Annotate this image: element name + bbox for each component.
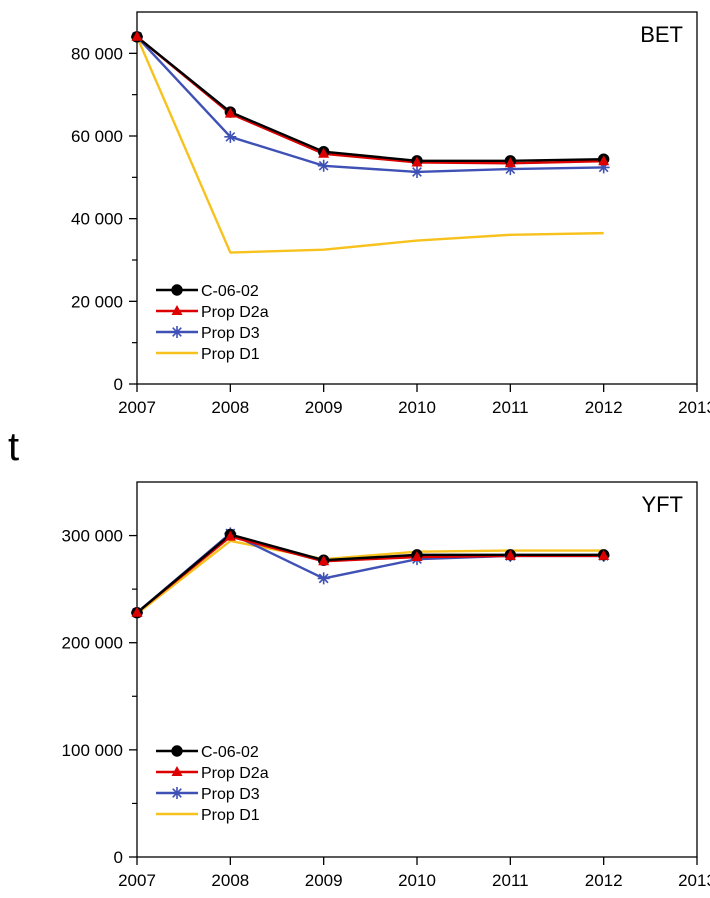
legend-entry: Prop D1 [201, 346, 260, 363]
data-point-prop-d2a [131, 606, 143, 617]
y-tick-label: 300 000 [62, 527, 123, 546]
y-tick-label: 60 000 [71, 127, 123, 146]
x-tick-label: 2009 [305, 871, 343, 890]
x-tick-label: 2007 [118, 871, 156, 890]
series-line-prop-d3 [136, 35, 604, 174]
series-line-prop-d1 [135, 36, 604, 254]
series-line-c-06-02 [136, 35, 604, 163]
data-point-prop-d2a [318, 555, 330, 566]
legend-marker [171, 284, 183, 296]
series-line-prop-d2a [136, 35, 604, 165]
series-line-prop-d1 [136, 539, 604, 615]
panel-label: BET [640, 22, 683, 47]
data-point-prop-d2a [224, 530, 236, 541]
bet-chart: 0 20 000 40 000 60 000 80 000 2007 2008 2009 201… [71, 11, 710, 417]
legend-entry: C-06-02 [201, 283, 259, 300]
unit-label: t [8, 425, 19, 469]
data-point-prop-d2a [411, 156, 423, 167]
data-point-prop-d3 [597, 161, 610, 174]
x-tick-label: 2008 [211, 398, 249, 417]
data-point-prop-d3 [317, 159, 330, 172]
series-line-prop-d2a [136, 535, 604, 614]
legend-marker [171, 787, 183, 799]
y-tick-label: 100 000 [62, 741, 123, 760]
legend-entry: Prop D3 [201, 325, 260, 342]
series-line-c-06-02 [136, 533, 604, 614]
data-point-prop-d2a [598, 155, 610, 166]
x-tick-label: 2007 [118, 398, 156, 417]
x-tick-label: 2012 [585, 398, 623, 417]
legend: C-06-02 Prop D2a Prop D3 Prop D1 [156, 744, 269, 824]
x-tick-label: 2013 [678, 871, 710, 890]
legend-marker [171, 745, 183, 757]
panel-label: YFT [641, 492, 683, 517]
x-tick-label: 2011 [492, 871, 529, 890]
data-point-prop-d2a [504, 157, 516, 168]
legend-entry: Prop D2a [201, 765, 269, 782]
legend: C-06-02 Prop D2a Prop D3 Prop D1 [156, 283, 269, 363]
yft-chart: 0 100 000 200 000 300 000 2007 2008 2009 2010 20… [62, 481, 710, 890]
data-point-prop-d3 [411, 165, 423, 178]
x-tick-label: 2010 [398, 398, 436, 417]
x-tick-label: 2010 [398, 871, 436, 890]
y-tick-label: 200 000 [62, 634, 123, 653]
x-tick-label: 2013 [678, 398, 710, 417]
legend-marker [171, 305, 183, 315]
data-point-prop-d2a [598, 549, 610, 560]
x-tick-label: 2012 [585, 871, 623, 890]
y-tick-label: 0 [114, 848, 123, 867]
data-point-prop-d2a [411, 551, 423, 561]
series-line-prop-d3 [136, 532, 604, 614]
legend-entry: Prop D1 [201, 807, 260, 824]
x-tick-label: 2008 [211, 871, 249, 890]
x-tick-label: 2011 [492, 398, 529, 417]
data-point-prop-d2a [504, 549, 516, 560]
data-point-prop-d3 [317, 572, 330, 585]
y-tick-label: 40 000 [71, 210, 123, 229]
x-tick-label: 2009 [305, 398, 343, 417]
y-tick-label: 0 [114, 375, 123, 394]
data-point-prop-d2a [131, 30, 143, 41]
legend-marker [171, 326, 183, 338]
legend-entry: C-06-02 [201, 744, 259, 761]
data-point-prop-d2a [318, 147, 330, 158]
data-point-prop-d3 [504, 163, 517, 176]
legend-entry: Prop D2a [201, 304, 269, 321]
legend-marker [171, 766, 183, 776]
data-point-prop-d2a [224, 107, 236, 118]
data-point-prop-d3 [224, 130, 237, 143]
y-tick-label: 80 000 [71, 44, 123, 63]
legend-entry: Prop D3 [201, 786, 260, 803]
y-tick-label: 20 000 [71, 292, 123, 311]
